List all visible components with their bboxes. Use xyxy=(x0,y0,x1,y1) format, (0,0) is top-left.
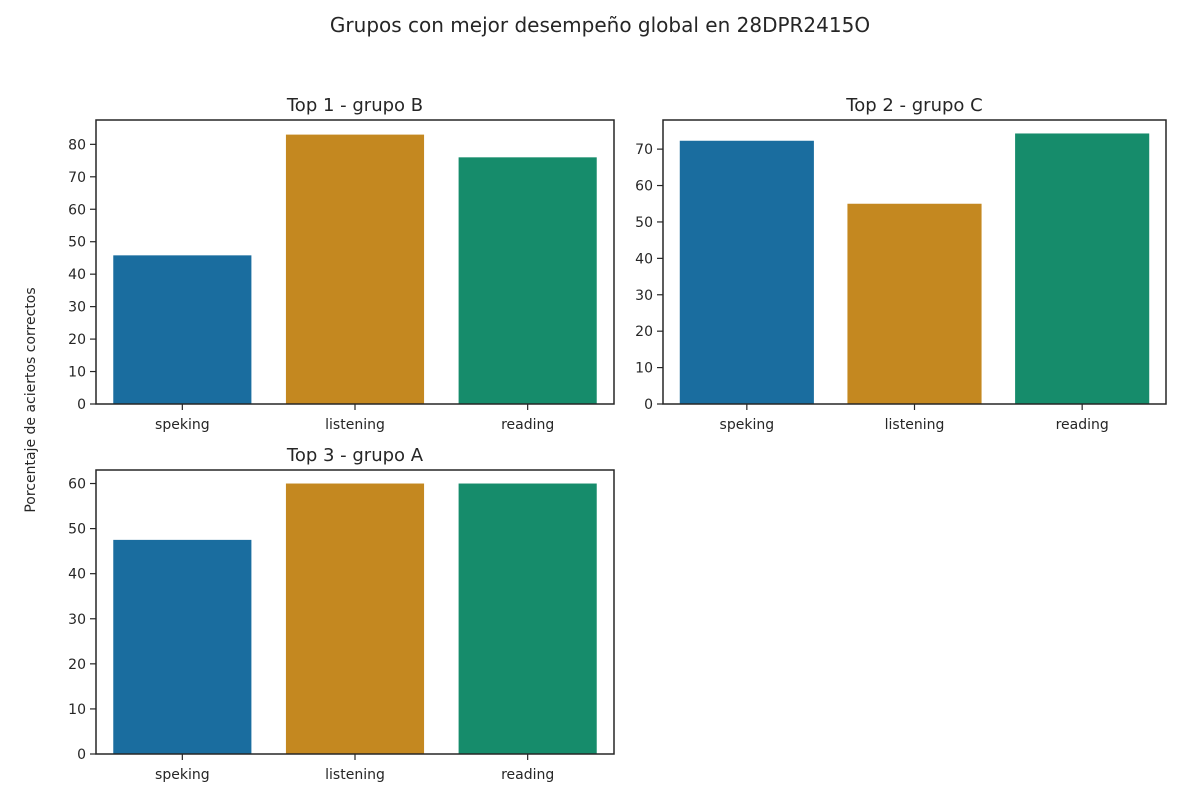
y-tick-label: 60 xyxy=(635,179,653,195)
bar-speking xyxy=(113,255,252,404)
bar-panel-1: 0 10 20 30 40 50 60 70 80 speking listening reading… xyxy=(68,95,615,433)
bar-speking xyxy=(113,539,252,754)
bar-listening xyxy=(285,134,425,404)
y-tick-label: 40 xyxy=(68,267,86,283)
bar-reading xyxy=(1015,133,1150,404)
figure-suptitle: Grupos con mejor desempeño global en 28D… xyxy=(330,13,870,37)
chart-panels: 0 10 20 30 40 50 60 70 80 speking listening reading… xyxy=(68,95,1167,783)
y-tick-label: 20 xyxy=(635,324,653,340)
x-tick-label: listening xyxy=(325,417,385,433)
y-tick-label: 20 xyxy=(68,332,86,348)
bar-listening xyxy=(285,483,425,754)
y-tick-label: 50 xyxy=(635,215,653,231)
x-tick-label: speking xyxy=(720,417,775,433)
y-tick-label: 0 xyxy=(77,397,86,413)
y-tick-label: 20 xyxy=(68,657,86,673)
y-axis-label: Porcentaje de aciertos correctos xyxy=(23,287,39,512)
x-tick-label: listening xyxy=(885,417,945,433)
y-tick-label: 70 xyxy=(635,142,653,158)
y-tick-label: 60 xyxy=(68,202,86,218)
bar-panel-3: 0 10 20 30 40 50 60 speking listening reading Top … xyxy=(68,445,615,783)
y-tick-label: 30 xyxy=(68,300,86,316)
y-tick-label: 30 xyxy=(68,612,86,628)
y-tick-label: 30 xyxy=(635,288,653,304)
panel-title: Top 1 - grupo B xyxy=(286,95,423,116)
y-tick-label: 10 xyxy=(635,361,653,377)
y-tick-label: 50 xyxy=(68,235,86,251)
x-tick-label: listening xyxy=(325,767,385,783)
bar-listening xyxy=(847,203,982,404)
panel-title: Top 3 - grupo A xyxy=(286,445,424,466)
x-tick-label: speking xyxy=(155,767,210,783)
y-tick-label: 10 xyxy=(68,702,86,718)
bar-reading xyxy=(458,483,597,754)
panel-title: Top 2 - grupo C xyxy=(845,95,982,116)
bar-panel-2: 0 10 20 30 40 50 60 70 speking listening reading To… xyxy=(635,95,1167,433)
y-tick-label: 50 xyxy=(68,522,86,538)
y-tick-label: 40 xyxy=(68,567,86,583)
y-tick-label: 10 xyxy=(68,365,86,381)
y-tick-label: 40 xyxy=(635,251,653,267)
y-tick-label: 0 xyxy=(644,397,653,413)
x-tick-label: speking xyxy=(155,417,210,433)
x-tick-label: reading xyxy=(1056,417,1109,433)
y-tick-label: 80 xyxy=(68,137,86,153)
bar-reading xyxy=(458,157,597,404)
y-tick-label: 0 xyxy=(77,747,86,763)
y-tick-label: 60 xyxy=(68,477,86,493)
x-tick-label: reading xyxy=(501,767,554,783)
y-tick-label: 70 xyxy=(68,170,86,186)
bar-speking xyxy=(679,140,814,404)
x-tick-label: reading xyxy=(501,417,554,433)
